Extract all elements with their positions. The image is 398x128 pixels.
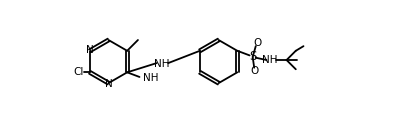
Text: Cl: Cl [73,67,84,77]
Text: O: O [253,38,261,48]
Text: N: N [86,45,94,55]
Text: O: O [251,66,259,76]
Text: N: N [105,79,112,89]
Text: NH: NH [143,73,159,83]
Text: NH: NH [154,59,170,69]
Text: NH: NH [262,55,277,65]
Text: S: S [249,50,256,63]
